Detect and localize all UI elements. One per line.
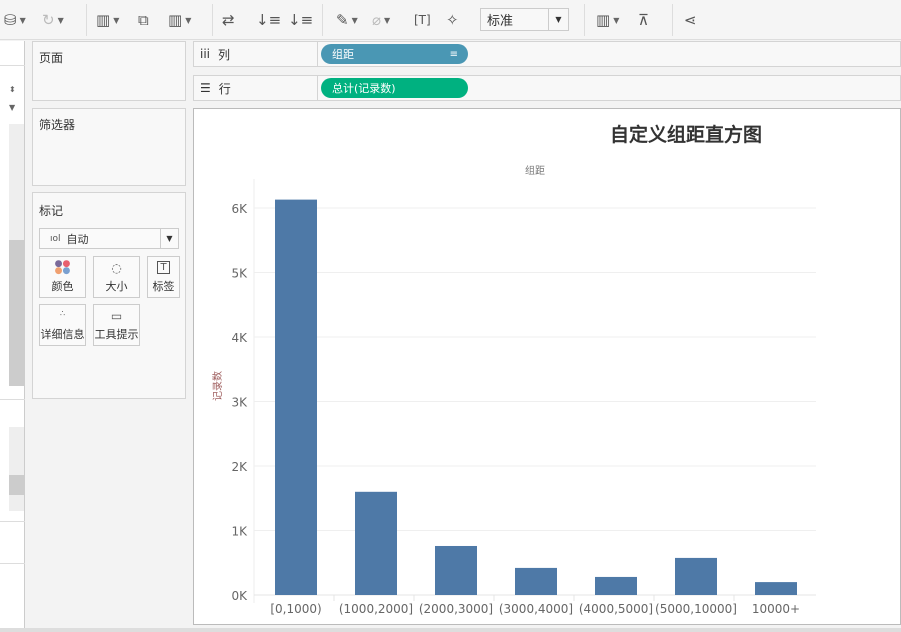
- mark-type-value: 自动: [66, 232, 89, 246]
- pages-title: 页面: [39, 51, 64, 65]
- detail-label: 详细信息: [40, 328, 85, 341]
- label-button[interactable]: T 标签: [147, 256, 180, 298]
- size-label: 大小: [105, 280, 128, 293]
- filters-card[interactable]: 筛选器: [32, 108, 186, 186]
- detail-button[interactable]: ∴ 详细信息: [39, 304, 86, 346]
- color-icon: ●● ●●: [54, 259, 71, 276]
- y-tick-label: 5K: [231, 267, 248, 281]
- bar-chart-icon: ıol: [50, 233, 61, 244]
- refresh-icon[interactable]: ↻ ▼: [42, 11, 64, 29]
- duplicate-sheet-icon[interactable]: ⧉: [138, 11, 149, 29]
- bar-chart: 自定义组距直方图 组距 记录数 0K 1K 2K 3K 4K 5K 6K [0,1000) (1…: [211, 123, 816, 616]
- x-tick-label: (3000,4000]: [499, 602, 573, 616]
- label-label: 标签: [152, 280, 175, 293]
- pages-card[interactable]: 页面: [32, 41, 186, 101]
- x-tick-label: [0,1000): [270, 602, 321, 616]
- data-pane-strip: ⬍ ▼: [0, 41, 25, 632]
- filters-title: 筛选器: [39, 118, 76, 132]
- chevron-down-icon[interactable]: ▼: [9, 103, 16, 112]
- x-tick-label: (1000,2000]: [339, 602, 413, 616]
- fit-select-value: 标准: [487, 14, 514, 29]
- chart-view: 自定义组距直方图 组距 记录数 0K 1K 2K 3K 4K 5K 6K [0,1000) (1…: [193, 108, 901, 625]
- rows-shelf-label: ☰ 行: [194, 76, 318, 100]
- show-me-icon[interactable]: ▥ ▼: [596, 11, 620, 29]
- rows-shelf[interactable]: ☰ 行 总计(记录数): [193, 75, 901, 101]
- clear-sheet-icon[interactable]: ▥ ▼: [168, 11, 192, 29]
- columns-icon: iii: [200, 47, 211, 61]
- rows-pill[interactable]: 总计(记录数): [321, 78, 468, 98]
- x-tick-label: (5000,10000]: [655, 602, 737, 616]
- sort-icon[interactable]: ⬍: [9, 85, 16, 94]
- tooltip-icon: ▭: [110, 309, 123, 323]
- color-button[interactable]: ●● ●● 颜色: [39, 256, 86, 298]
- sort-icon: ≡: [449, 48, 458, 60]
- columns-pill-text: 组距: [332, 48, 354, 61]
- columns-pill[interactable]: 组距 ≡: [321, 44, 468, 64]
- datasource-pause-icon[interactable]: ⛁ ▼: [4, 11, 26, 29]
- bar: [675, 557, 717, 595]
- detail-icon: ∴: [59, 309, 66, 318]
- bar: [355, 491, 397, 595]
- y-tick-label: 6K: [231, 202, 248, 216]
- x-tick-label: 10000+: [752, 602, 800, 616]
- bar: [595, 576, 637, 595]
- highlight-icon[interactable]: ✎ ▼: [336, 11, 358, 29]
- bar: [435, 545, 477, 595]
- share-icon[interactable]: ⋖: [684, 11, 697, 29]
- bar: [515, 567, 557, 595]
- columns-shelf[interactable]: iii 列 组距 ≡: [193, 41, 901, 67]
- color-label: 颜色: [51, 280, 74, 293]
- sort-descending-icon[interactable]: ↓≡: [288, 11, 314, 29]
- y-tick-label: 0K: [231, 589, 248, 603]
- size-icon: ◌: [111, 261, 122, 275]
- bar: [275, 199, 317, 595]
- toolbar: ⛁ ▼ ↻ ▼ ▥ ▼ ⧉ ▥ ▼ ⇄ ↓≡ ↓≡ ✎ ▼ ⌀ ▼ [T] ✧ 标准 ▼ ▥ ▼…: [0, 0, 901, 40]
- size-button[interactable]: ◌ 大小: [93, 256, 140, 298]
- columns-label-text: 列: [218, 47, 231, 62]
- y-tick-label: 4K: [231, 331, 248, 345]
- group-icon[interactable]: ⌀ ▼: [372, 11, 391, 29]
- rows-icon: ☰: [200, 81, 211, 95]
- sort-ascending-icon[interactable]: ↓≡: [256, 11, 282, 29]
- scrollbar[interactable]: [9, 427, 24, 511]
- presentation-icon[interactable]: ⊼: [638, 11, 649, 29]
- marks-title: 标记: [39, 204, 64, 218]
- tooltip-button[interactable]: ▭ 工具提示: [93, 304, 140, 346]
- mark-type-select[interactable]: ıol 自动 ▼: [39, 228, 179, 249]
- show-labels-icon[interactable]: [T]: [414, 13, 431, 27]
- swap-axes-icon[interactable]: ⇄: [222, 11, 235, 29]
- chevron-down-icon: ▼: [160, 229, 178, 248]
- scrollbar[interactable]: [9, 124, 24, 386]
- chevron-down-icon: ▼: [548, 9, 568, 30]
- y-tick-label: 1K: [231, 525, 248, 539]
- bar: [755, 582, 797, 595]
- x-tick-label: (2000,3000]: [419, 602, 493, 616]
- tooltip-label: 工具提示: [94, 328, 139, 341]
- text-icon: T: [157, 261, 170, 274]
- y-tick-label: 3K: [231, 396, 248, 410]
- rows-label-text: 行: [218, 81, 231, 96]
- marks-card: 标记 ıol 自动 ▼ ●● ●● 颜色 ◌ 大小 T 标签 ∴ 详细信息 ▭ 工具提示: [32, 192, 186, 399]
- columns-shelf-label: iii 列: [194, 42, 318, 66]
- chart-title: 自定义组距直方图: [610, 123, 762, 146]
- y-tick-label: 2K: [231, 460, 248, 474]
- pin-icon[interactable]: ✧: [446, 11, 459, 29]
- x-tick-label: (4000,5000]: [579, 602, 653, 616]
- y-axis-title: 记录数: [211, 371, 224, 401]
- new-worksheet-icon[interactable]: ▥ ▼: [96, 11, 120, 29]
- x-axis-title: 组距: [525, 164, 545, 177]
- rows-pill-text: 总计(记录数): [332, 82, 396, 95]
- fit-select[interactable]: 标准 ▼: [480, 8, 569, 31]
